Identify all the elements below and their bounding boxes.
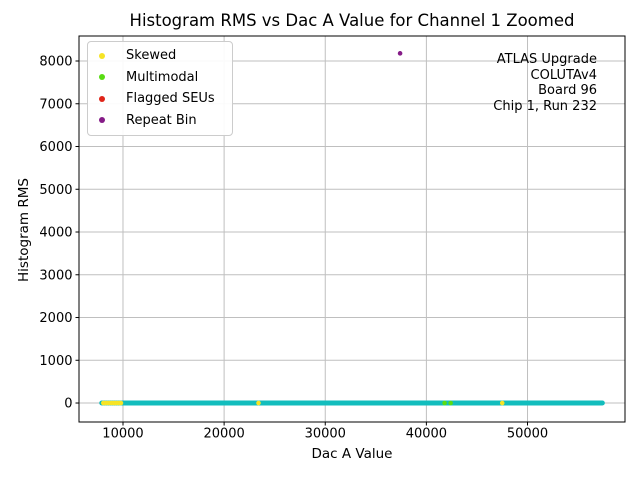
y-tick-label: 2000: [39, 311, 72, 326]
y-tick-label: 3000: [39, 268, 72, 283]
x-axis-label: Dac A Value: [311, 446, 393, 462]
y-tick-label: 8000: [39, 55, 72, 70]
legend-item[interactable]: Repeat Bin: [88, 110, 232, 132]
annotation-line: COLUTAv4: [530, 67, 597, 83]
x-tick-label: 10000: [102, 427, 143, 442]
annotation-line: Chip 1, Run 232: [493, 98, 597, 114]
scatter-point-skewed: [256, 400, 261, 406]
annotation-block: ATLAS Upgrade COLUTAv4 Board 96 Chip 1, Run…: [493, 52, 597, 114]
y-tick-label: 5000: [39, 183, 72, 198]
annotation-line: ATLAS Upgrade: [496, 52, 597, 67]
legend-marker-icon: [99, 74, 105, 81]
annotation-line: Board 96: [538, 83, 597, 99]
legend-item[interactable]: Flagged SEUs: [88, 88, 232, 110]
scatter-point-multimodal: [442, 400, 447, 406]
chart-title: Histogram RMS vs Dac A Value for Channel…: [129, 11, 575, 30]
scatter-point-multimodal: [448, 400, 453, 406]
scatter-point-skewed: [499, 400, 505, 406]
legend-item[interactable]: Skewed: [88, 45, 232, 67]
scatter-point-skewed: [118, 400, 124, 406]
legend-item-label: Flagged SEUs: [126, 91, 215, 107]
legend-item-label: Skewed: [126, 48, 177, 64]
y-tick-label: 4000: [39, 226, 72, 241]
x-tick-label: 40000: [406, 427, 447, 442]
legend-marker-icon: [99, 52, 105, 59]
legend-marker-icon: [99, 117, 105, 124]
y-tick-label: 7000: [39, 97, 72, 112]
y-tick-label: 6000: [39, 140, 72, 155]
x-tick-label: 30000: [305, 427, 346, 442]
legend-item-label: Repeat Bin: [126, 112, 197, 128]
y-tick-label: 0: [64, 397, 72, 412]
legend-item[interactable]: Multimodal: [88, 67, 232, 89]
y-axis-label: Histogram RMS: [16, 178, 32, 282]
plot-border: [78, 35, 626, 423]
x-tick-label: 50000: [507, 427, 548, 442]
legend: Skewed Multimodal Flagged SEUs Repeat Bin: [87, 41, 233, 136]
legend-marker-icon: [99, 95, 105, 102]
y-tick-label: 1000: [39, 354, 72, 369]
scatter-point-repeat-bin: [397, 51, 403, 56]
legend-item-label: Multimodal: [126, 69, 199, 85]
x-tick-label: 20000: [203, 427, 244, 442]
